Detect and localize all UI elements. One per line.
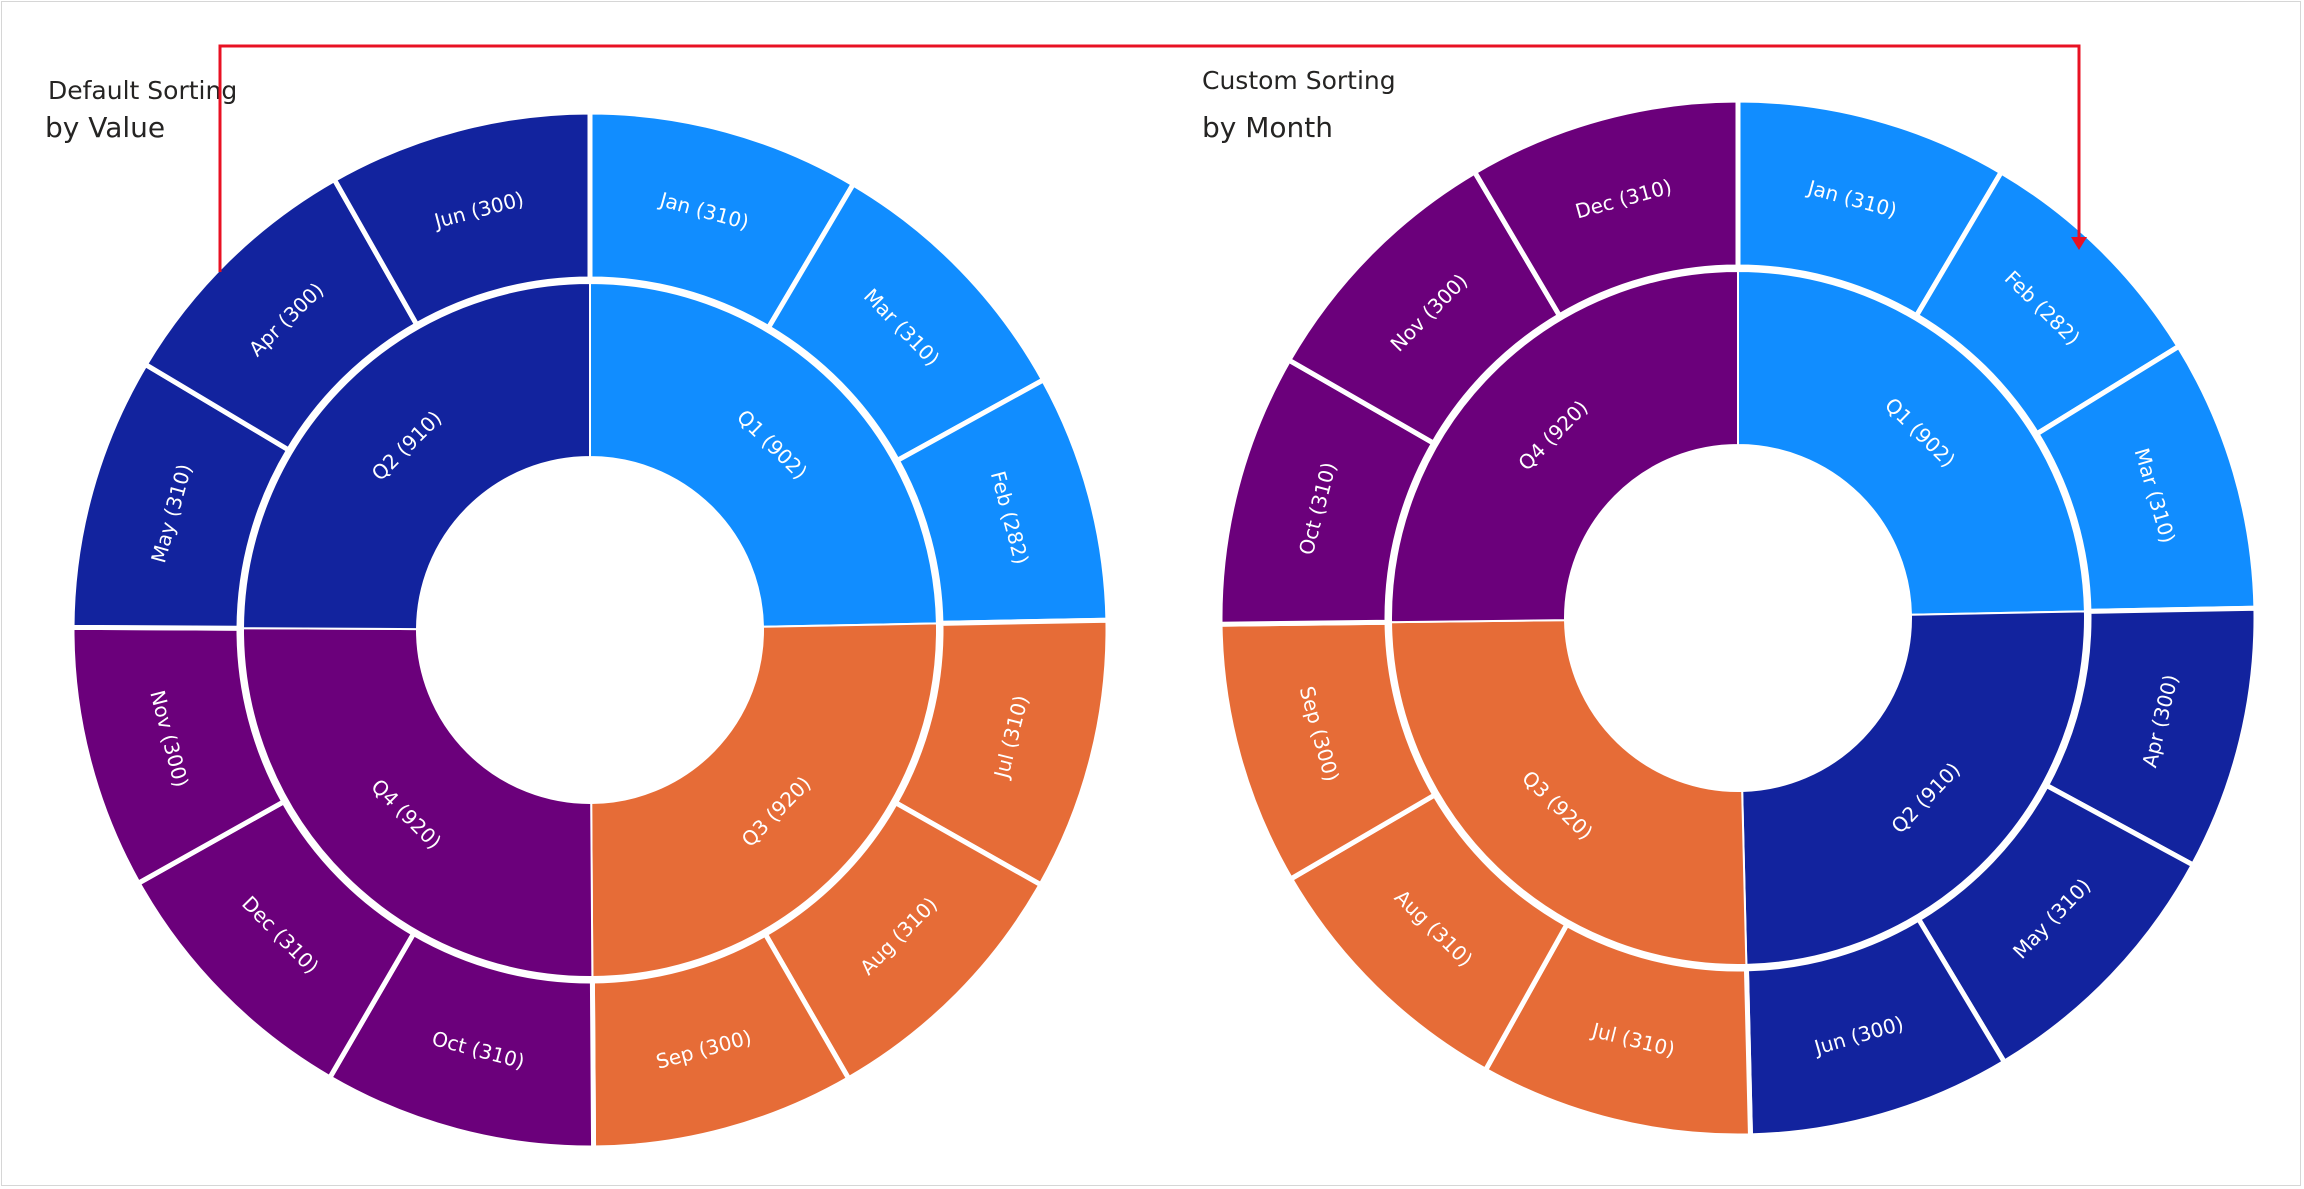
chart-title-custom: Custom Sorting: [1202, 66, 1396, 95]
chart-subtitle-default: by Value: [45, 111, 166, 144]
inner-segment-q1[interactable]: [589, 281, 938, 628]
inner-segment-q4[interactable]: [242, 627, 594, 978]
inner-segment-q2[interactable]: [1741, 610, 2086, 966]
sunburst-default-sorting[interactable]: Q1 (902)Q3 (920)Q4 (920)Q2 (910)Jan (310…: [69, 109, 1111, 1151]
inner-segment-q2[interactable]: [241, 281, 591, 631]
inner-segment-q1[interactable]: [1737, 269, 2086, 616]
inner-segment-q3[interactable]: [590, 622, 938, 978]
inner-segment-q4[interactable]: [1390, 269, 1739, 624]
sunburst-custom-sorting[interactable]: Q1 (902)Q2 (910)Q3 (920)Q4 (920)Jan (310…: [1217, 97, 2259, 1139]
chart-subtitle-custom: by Month: [1202, 111, 1334, 144]
inner-segment-q3[interactable]: [1390, 619, 1748, 966]
outer-segment-jun[interactable]: [330, 109, 593, 329]
sort-change-arrow: [218, 44, 2081, 272]
chart-title-default: Default Sorting: [48, 76, 238, 105]
outer-segment-dec[interactable]: [1471, 97, 1741, 320]
arrow-head-icon: [2071, 237, 2087, 250]
